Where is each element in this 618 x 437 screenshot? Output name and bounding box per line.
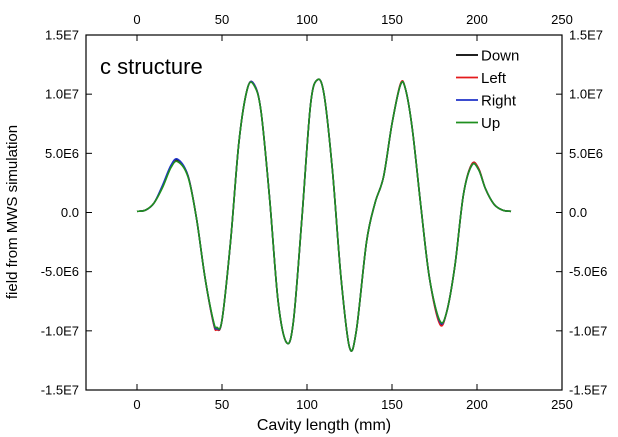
series-line-left — [136, 78, 512, 352]
y-tick-label-right: -5.0E6 — [569, 264, 607, 279]
legend: Down Left Right Up — [456, 48, 519, 132]
x-tick-label-top: 200 — [466, 12, 488, 27]
y-tick-label-right: 1.0E7 — [569, 87, 603, 102]
series-layer — [136, 78, 512, 352]
y-tick-label-right: 0.0 — [569, 205, 587, 220]
x-tick-label-top: 100 — [296, 12, 318, 27]
y-tick-label-left: -1.5E7 — [41, 383, 79, 398]
x-tick-label-bottom: 200 — [466, 397, 488, 412]
x-tick-label-top: 50 — [215, 12, 229, 27]
series-line-right — [136, 78, 512, 352]
y-tick-label-left: 1.5E7 — [45, 28, 79, 43]
y-tick-label-left: 0.0 — [61, 205, 79, 220]
legend-label-up: Up — [481, 115, 500, 132]
y-tick-label-left: 1.0E7 — [45, 87, 79, 102]
x-tick-label-top: 150 — [381, 12, 403, 27]
chart-title: c structure — [100, 54, 203, 79]
x-tick-label-bottom: 100 — [296, 397, 318, 412]
y-tick-label-right: -1.0E7 — [569, 323, 607, 338]
legend-label-right: Right — [481, 93, 517, 110]
legend-label-down: Down — [481, 48, 519, 65]
y-tick-label-left: 5.0E6 — [45, 146, 79, 161]
x-tick-label-bottom: 250 — [551, 397, 573, 412]
plot-frame — [85, 34, 563, 391]
x-tick-label-top: 250 — [551, 12, 573, 27]
x-tick-label-bottom: 0 — [133, 397, 140, 412]
x-axis-label: Cavity length (mm) — [257, 417, 391, 434]
y-tick-label-right: 5.0E6 — [569, 146, 603, 161]
series-line-down — [136, 78, 512, 352]
y-tick-label-right: -1.5E7 — [569, 383, 607, 398]
y-tick-label-right: 1.5E7 — [569, 28, 603, 43]
x-tick-label-top: 0 — [133, 12, 140, 27]
y-axis-label: field from MWS simulation — [4, 125, 21, 299]
y-tick-label-left: -1.0E7 — [41, 323, 79, 338]
y-tick-label-left: -5.0E6 — [41, 264, 79, 279]
legend-label-left: Left — [481, 70, 507, 87]
x-tick-label-bottom: 150 — [381, 397, 403, 412]
series-line-up — [136, 78, 512, 352]
x-tick-label-bottom: 50 — [215, 397, 229, 412]
